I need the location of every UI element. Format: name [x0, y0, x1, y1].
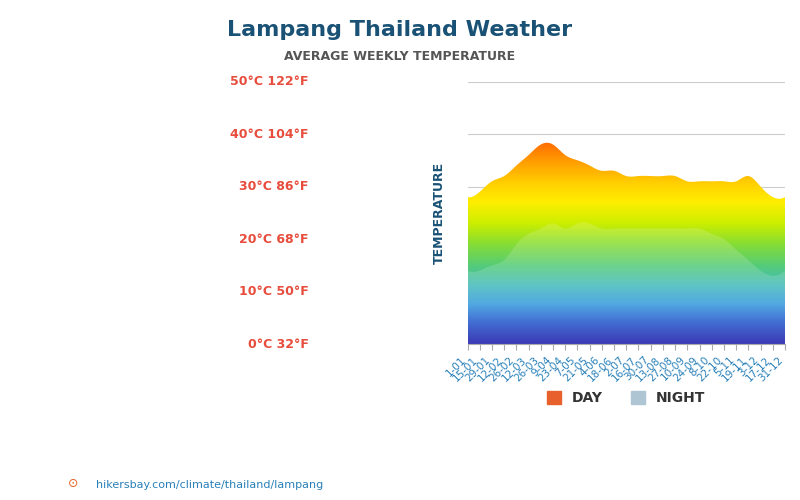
Text: Lampang Thailand Weather: Lampang Thailand Weather — [227, 20, 573, 40]
Text: 20°C 68°F: 20°C 68°F — [239, 232, 309, 245]
Text: AVERAGE WEEKLY TEMPERATURE: AVERAGE WEEKLY TEMPERATURE — [285, 50, 515, 63]
Legend: DAY, NIGHT: DAY, NIGHT — [542, 386, 711, 410]
PathPatch shape — [467, 222, 785, 344]
Text: hikersbay.com/climate/thailand/lampang: hikersbay.com/climate/thailand/lampang — [96, 480, 323, 490]
Text: 10°C 50°F: 10°C 50°F — [239, 285, 309, 298]
Text: 50°C 122°F: 50°C 122°F — [230, 75, 309, 88]
Text: 30°C 86°F: 30°C 86°F — [239, 180, 309, 193]
Text: 40°C 104°F: 40°C 104°F — [230, 128, 309, 140]
Text: 0°C 32°F: 0°C 32°F — [248, 338, 309, 350]
Text: ⊙: ⊙ — [68, 477, 78, 490]
Text: TEMPERATURE: TEMPERATURE — [433, 162, 446, 264]
